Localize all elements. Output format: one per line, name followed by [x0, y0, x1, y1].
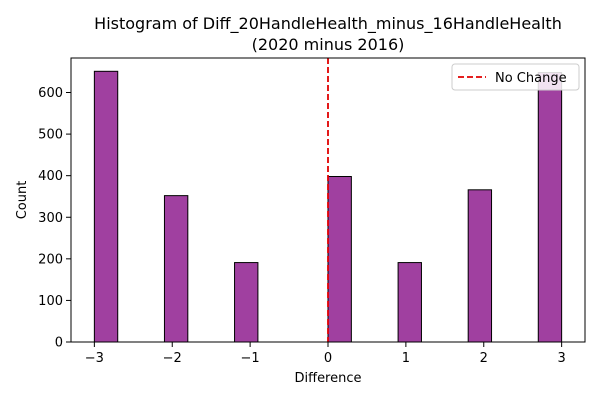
x-tick-label: 2 — [480, 351, 488, 366]
histogram-bar — [467, 189, 493, 343]
histogram-bar — [327, 176, 352, 343]
x-tick-label: 1 — [402, 351, 410, 366]
y-tick-label: 100 — [38, 294, 63, 309]
histogram-bar — [397, 262, 422, 343]
legend-box — [451, 63, 580, 91]
x-tick-label: 3 — [557, 351, 565, 366]
chart-subtitle: (2020 minus 2016) — [252, 35, 405, 54]
y-tick-label: 0 — [55, 336, 63, 351]
y-axis-ticks: 0 100 200 300 400 500 600 — [38, 86, 71, 351]
x-tick-label: 0 — [324, 351, 332, 366]
x-axis-ticks: −3 −2 −1 0 1 2 3 — [85, 342, 566, 366]
chart-title: Histogram of Diff_20HandleHealth_minus_1… — [94, 14, 562, 34]
y-tick-label: 200 — [38, 252, 63, 267]
legend-label: No Change — [495, 71, 567, 86]
y-tick-label: 300 — [38, 211, 63, 226]
x-axis-label: Difference — [294, 371, 361, 386]
histogram-bar — [163, 195, 189, 343]
x-tick-label: −3 — [85, 351, 104, 366]
y-tick-label: 600 — [38, 86, 63, 101]
histogram-bar — [537, 72, 563, 343]
x-tick-label: −1 — [241, 351, 260, 366]
y-tick-label: 400 — [38, 169, 63, 184]
histogram-bar — [234, 262, 259, 343]
x-tick-label: −2 — [163, 351, 182, 366]
bars-group — [93, 70, 563, 343]
legend: No Change — [451, 63, 580, 91]
y-axis-label: Count — [15, 181, 30, 220]
histogram-bar — [93, 70, 119, 343]
y-tick-label: 500 — [38, 128, 63, 143]
